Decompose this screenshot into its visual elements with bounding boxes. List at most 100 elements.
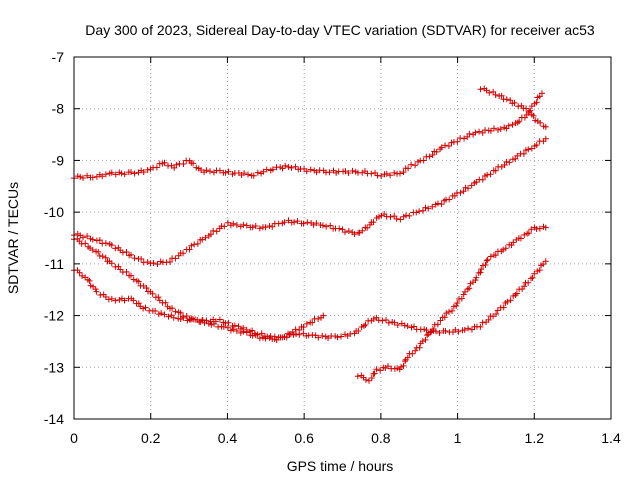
data-point (373, 366, 380, 373)
data-point (244, 171, 251, 178)
data-point (484, 171, 491, 178)
data-point (153, 164, 160, 171)
data-point (303, 168, 310, 175)
data-point (420, 157, 427, 164)
data-point (212, 318, 219, 325)
data-point (505, 122, 512, 129)
data-point (520, 150, 527, 157)
data-point (370, 219, 377, 226)
data-point (127, 169, 134, 176)
data-point (377, 367, 384, 374)
data-point (240, 221, 247, 228)
data-point (216, 316, 223, 323)
data-point (313, 169, 320, 176)
data-point (313, 220, 320, 227)
data-point (262, 224, 269, 231)
data-point (484, 256, 491, 263)
data-point (511, 99, 518, 106)
data-point (86, 277, 93, 284)
data-point (177, 309, 184, 316)
data-point (207, 231, 214, 238)
data-point (528, 145, 535, 152)
data-point (409, 350, 416, 357)
data-point (194, 240, 201, 247)
data-point (445, 143, 452, 150)
data-point (458, 295, 465, 302)
data-point (243, 222, 250, 229)
data-point (96, 237, 103, 244)
data-point (492, 91, 499, 98)
y-tick-label: -14 (44, 411, 64, 427)
plot-frame (73, 56, 612, 420)
data-point (150, 259, 157, 266)
data-point (263, 166, 270, 173)
data-point (149, 290, 156, 297)
y-tick-label: -10 (44, 204, 64, 220)
data-point (482, 262, 489, 269)
data-point (193, 164, 200, 171)
data-point (102, 171, 109, 178)
x-tick-label: 1 (454, 430, 462, 446)
data-point (349, 167, 356, 174)
data-point (542, 224, 549, 231)
data-point (131, 255, 138, 262)
data-point (222, 169, 229, 176)
data-point (416, 344, 423, 351)
data-point (233, 221, 240, 228)
data-point (478, 266, 485, 273)
data-point (420, 207, 427, 214)
data-point (494, 307, 501, 314)
y-tick-label: -9 (52, 152, 65, 168)
data-point (355, 327, 362, 334)
data-point (315, 334, 322, 341)
data-point (379, 317, 386, 324)
data-point (487, 171, 494, 178)
data-point (516, 118, 523, 125)
data-point (76, 269, 83, 276)
data-point (405, 165, 412, 172)
data-point (202, 234, 209, 241)
data-point (362, 321, 369, 328)
data-point (472, 277, 479, 284)
data-point (243, 326, 250, 333)
data-point (194, 316, 201, 323)
data-point (507, 297, 514, 304)
data-point (465, 185, 472, 192)
data-point (501, 162, 508, 169)
data-point (445, 308, 452, 315)
data-point (230, 220, 237, 227)
data-point (131, 170, 138, 177)
data-point (400, 362, 407, 369)
data-point (477, 269, 484, 276)
series-track-2 (477, 85, 549, 130)
data-point (507, 97, 514, 104)
data-point (250, 172, 257, 179)
data-point (345, 169, 352, 176)
data-point (108, 260, 115, 267)
data-point (465, 325, 472, 332)
data-point (394, 365, 401, 372)
y-tick-labels: -7 -8 -9 -10 -11 -12 -13 -14 (44, 49, 64, 427)
data-point (251, 330, 258, 337)
data-point (396, 170, 403, 177)
data-point (517, 235, 524, 242)
data-point (429, 326, 436, 333)
data-point (365, 377, 372, 384)
data-point (404, 354, 411, 361)
data-point (404, 323, 411, 330)
data-point (130, 297, 137, 304)
data-point (437, 317, 444, 324)
data-point (203, 317, 210, 324)
data-point (479, 176, 486, 183)
data-point (286, 331, 293, 338)
data-point (173, 161, 180, 168)
data-point (89, 174, 96, 181)
data-point (485, 316, 492, 323)
data-point (492, 252, 499, 259)
data-point (79, 272, 86, 279)
data-point (473, 179, 480, 186)
data-point (158, 310, 165, 317)
data-point (121, 171, 128, 178)
data-point (483, 257, 490, 264)
data-point (530, 112, 537, 119)
